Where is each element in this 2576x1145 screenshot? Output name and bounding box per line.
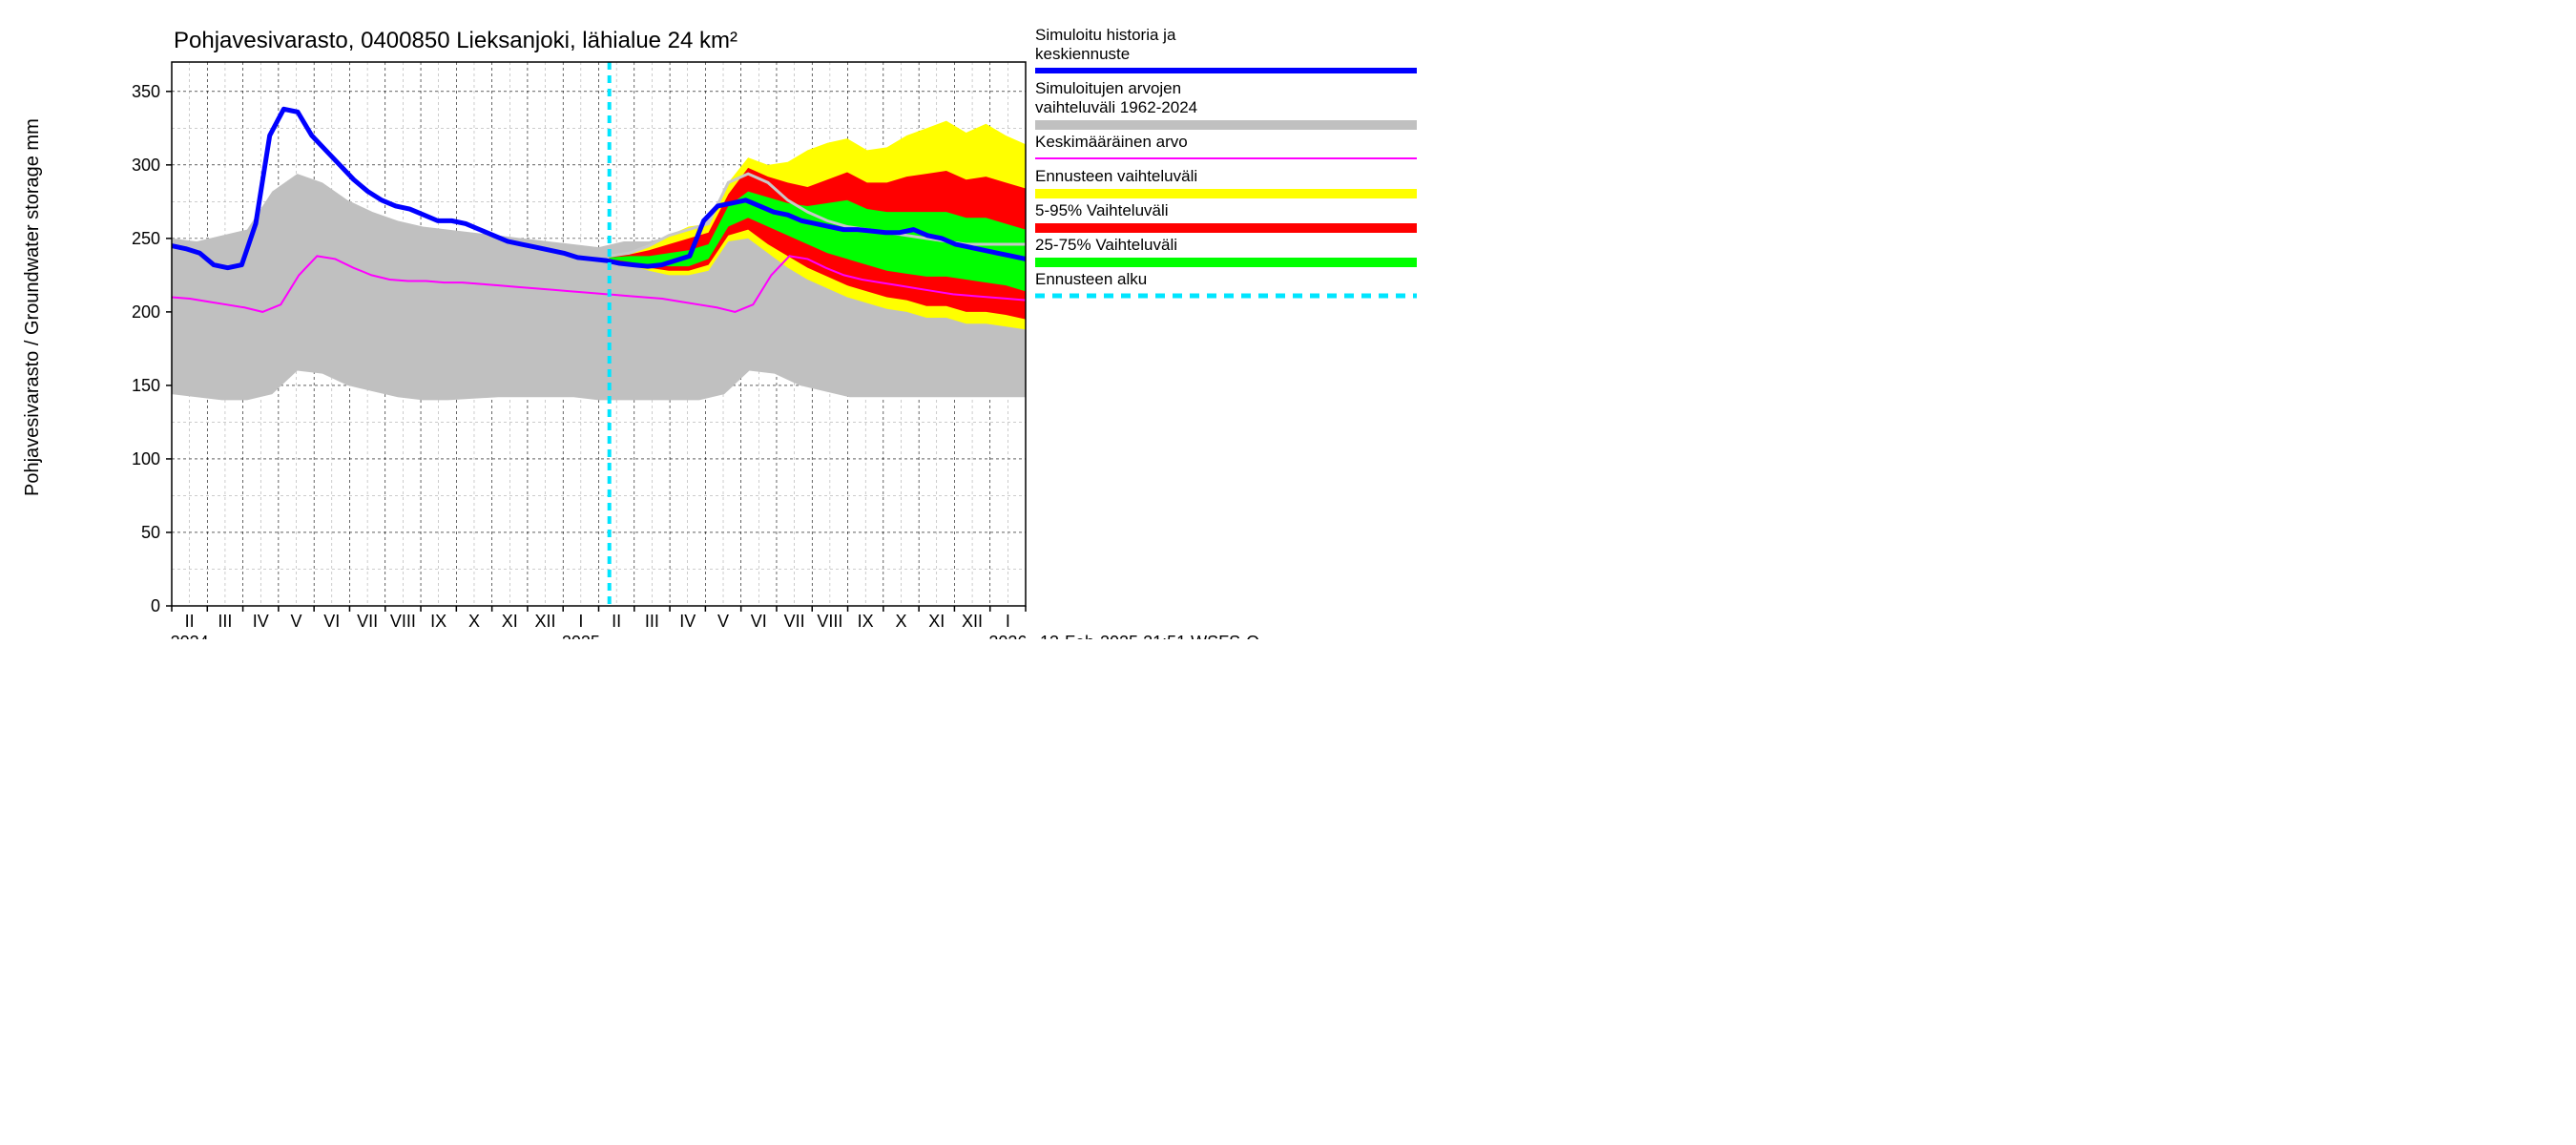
legend-swatch xyxy=(1035,258,1417,267)
x-month-label: V xyxy=(291,612,302,631)
x-month-label: II xyxy=(185,612,195,631)
y-tick-label: 250 xyxy=(132,229,160,248)
legend-label: 5-95% Vaihteluväli xyxy=(1035,201,1169,219)
x-month-label: IV xyxy=(679,612,696,631)
chart-svg: 050100150200250300350IIIIIIVVVIVIIVIIIIX… xyxy=(0,0,1441,639)
x-year-label: 2026 xyxy=(988,633,1027,639)
legend-label: vaihteluväli 1962-2024 xyxy=(1035,98,1197,116)
y-tick-label: 150 xyxy=(132,376,160,395)
legend-label: Ennusteen vaihteluväli xyxy=(1035,167,1197,185)
legend-label: Keskimääräinen arvo xyxy=(1035,133,1188,151)
x-month-label: VIII xyxy=(817,612,842,631)
x-month-label: VII xyxy=(357,612,378,631)
x-year-label: 2024 xyxy=(171,633,209,639)
chart-timestamp: 13-Feb-2025 21:51 WSFS-O xyxy=(1040,633,1259,639)
x-month-label: IX xyxy=(430,612,447,631)
x-month-label: XI xyxy=(502,612,518,631)
y-tick-label: 350 xyxy=(132,82,160,101)
legend-label: Ennusteen alku xyxy=(1035,270,1147,288)
chart-container: 050100150200250300350IIIIIIVVVIVIIVIIIIX… xyxy=(0,0,1441,639)
x-month-label: I xyxy=(578,612,583,631)
y-tick-label: 50 xyxy=(141,523,160,542)
x-month-label: VIII xyxy=(390,612,416,631)
y-axis-label: Pohjavesivarasto / Groundwater storage m… xyxy=(22,118,43,496)
x-month-label: III xyxy=(218,612,232,631)
x-month-label: XII xyxy=(535,612,556,631)
x-month-label: III xyxy=(645,612,659,631)
x-month-label: X xyxy=(468,612,480,631)
y-tick-label: 100 xyxy=(132,449,160,468)
x-month-label: I xyxy=(1006,612,1010,631)
x-month-label: XI xyxy=(928,612,945,631)
x-month-label: XII xyxy=(962,612,983,631)
legend-label: 25-75% Vaihteluväli xyxy=(1035,236,1177,254)
chart-title: Pohjavesivarasto, 0400850 Lieksanjoki, l… xyxy=(174,28,737,53)
x-month-label: VI xyxy=(323,612,340,631)
y-tick-label: 200 xyxy=(132,302,160,322)
legend-swatch xyxy=(1035,189,1417,198)
x-month-label: VII xyxy=(784,612,805,631)
x-year-label: 2025 xyxy=(562,633,600,639)
y-tick-label: 300 xyxy=(132,156,160,175)
legend-swatch xyxy=(1035,120,1417,130)
legend-label: Simuloitujen arvojen xyxy=(1035,79,1181,97)
x-month-label: VI xyxy=(751,612,767,631)
x-month-label: X xyxy=(895,612,906,631)
x-month-label: II xyxy=(612,612,621,631)
legend-label: keskiennuste xyxy=(1035,45,1130,63)
legend-label: Simuloitu historia ja xyxy=(1035,26,1176,44)
x-month-label: V xyxy=(717,612,729,631)
legend-swatch xyxy=(1035,223,1417,233)
y-tick-label: 0 xyxy=(151,596,160,615)
x-month-label: IX xyxy=(858,612,874,631)
x-month-label: IV xyxy=(253,612,269,631)
